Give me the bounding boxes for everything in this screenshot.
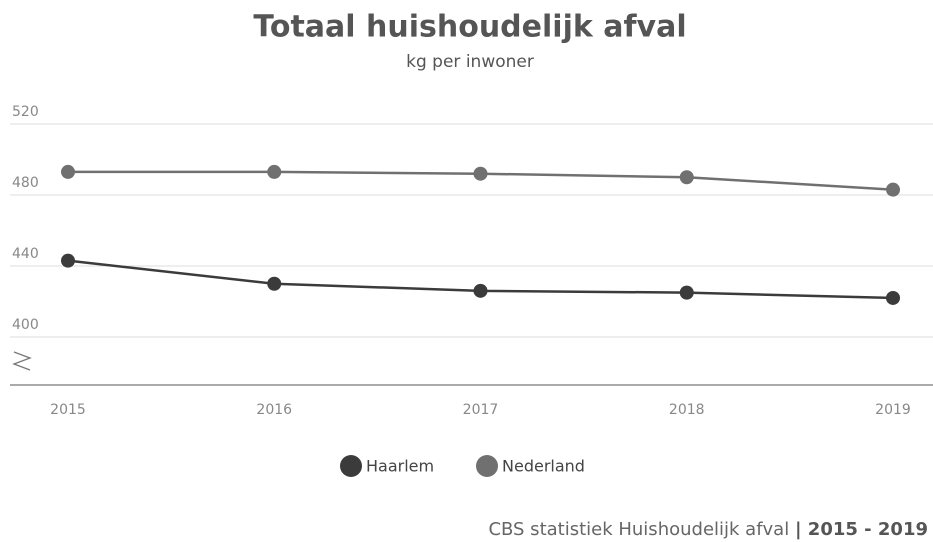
legend-swatch <box>476 455 498 477</box>
y-tick-label: 400 <box>12 317 39 333</box>
source: CBS statistiek Huishoudelijk afval | 201… <box>488 519 928 540</box>
axis-break <box>12 351 32 371</box>
x-tick-label: 2019 <box>875 402 911 418</box>
point <box>473 166 488 181</box>
point <box>886 290 900 305</box>
legend-swatch <box>340 455 362 477</box>
source-text: CBS statistiek Huishoudelijk afval <box>488 519 789 540</box>
chart-title: Totaal huishoudelijk afval <box>253 10 686 45</box>
point <box>267 276 282 291</box>
point <box>679 285 694 300</box>
y-tick-label: 440 <box>12 246 39 262</box>
point <box>61 253 75 268</box>
y-tick-label: 480 <box>12 175 39 191</box>
x-tick-label: 2015 <box>50 402 86 418</box>
point <box>61 164 75 179</box>
point <box>886 182 900 197</box>
point <box>473 283 488 298</box>
source-period: | 2015 - 2019 <box>795 519 928 540</box>
legend-label: Nederland <box>502 457 585 476</box>
x-tick-label: 2018 <box>669 402 705 418</box>
y-tick-label: 520 <box>12 104 39 120</box>
legend-label: Haarlem <box>366 457 434 476</box>
chart-subtitle: kg per inwoner <box>406 52 534 72</box>
x-tick-label: 2016 <box>256 402 292 418</box>
x-tick-label: 2017 <box>463 402 499 418</box>
point <box>267 164 282 179</box>
point <box>679 170 694 185</box>
